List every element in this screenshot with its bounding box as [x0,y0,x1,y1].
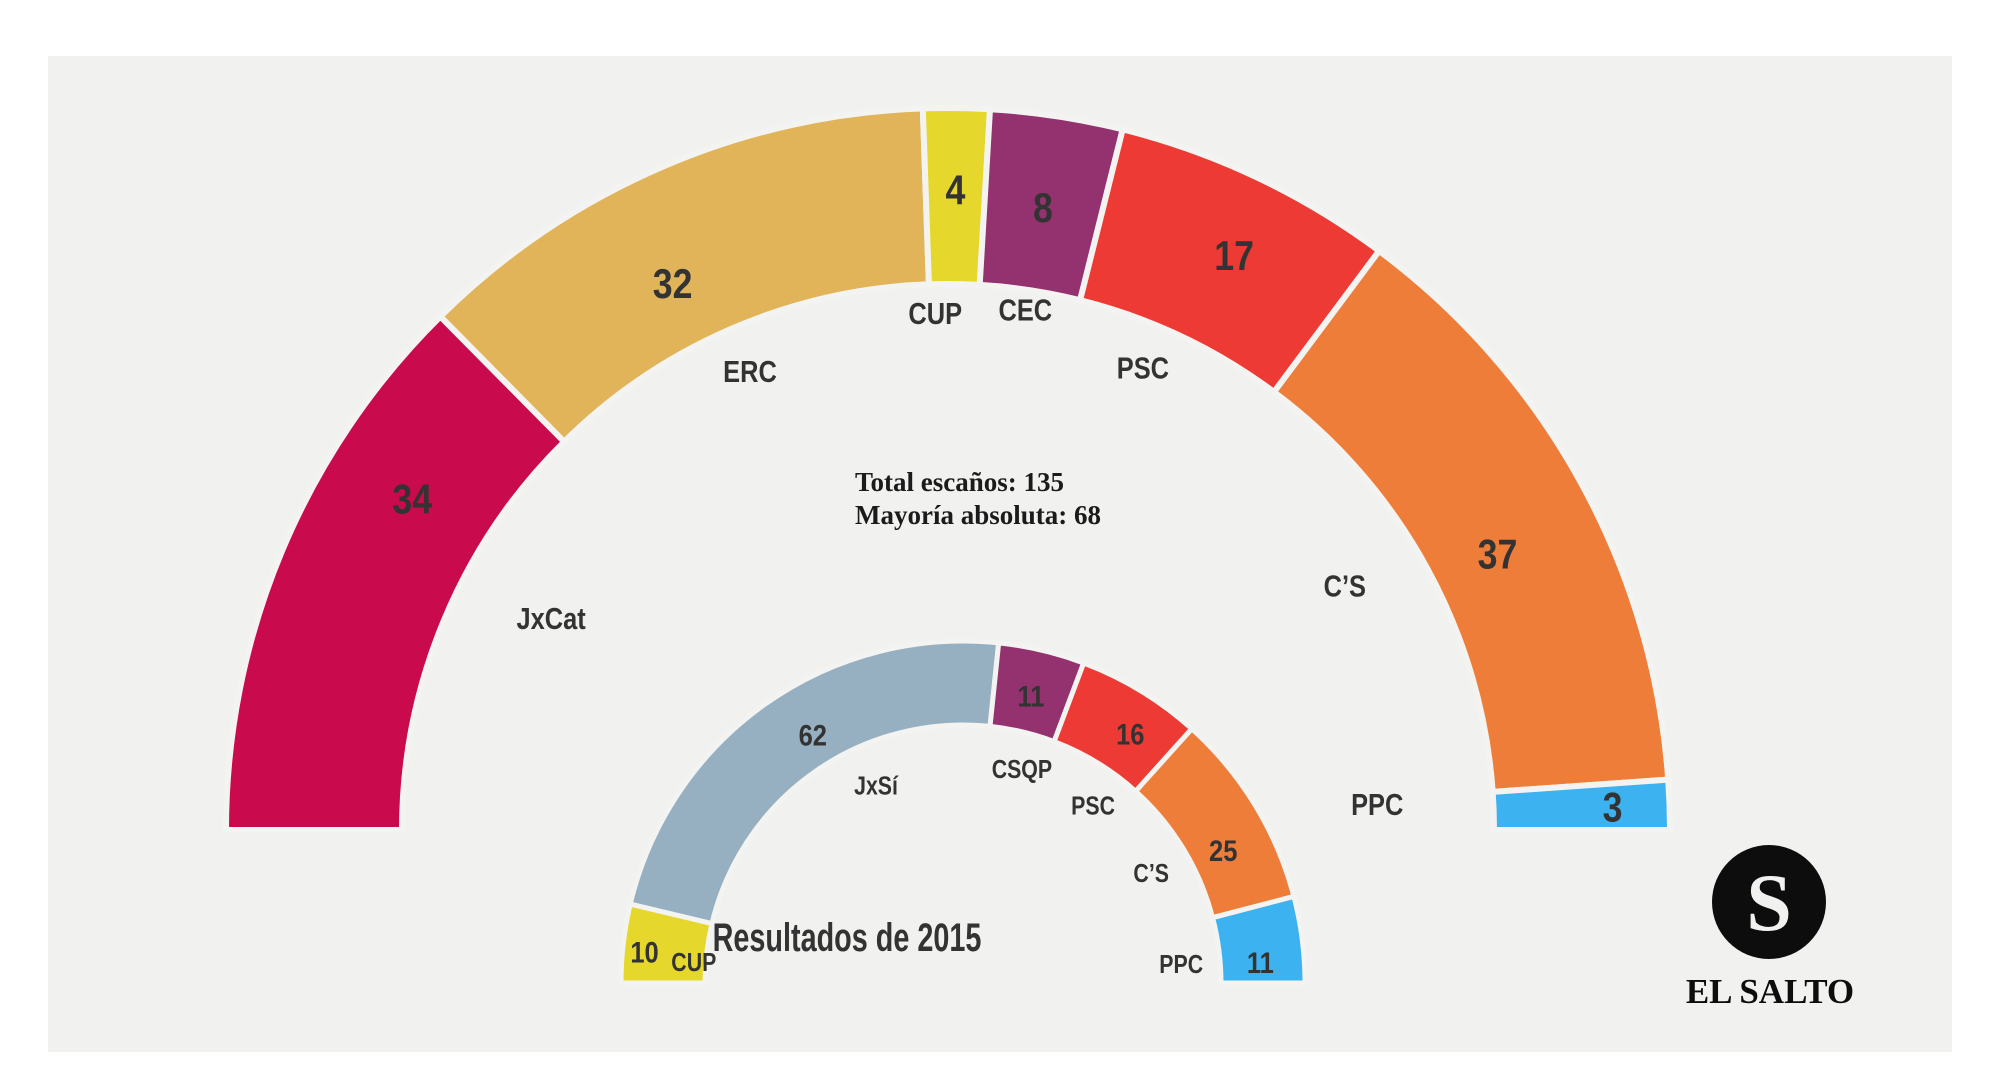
party-label-jxcat: JxCat [517,602,587,637]
segment-ppc [1489,776,1674,833]
segment-ppc [1209,893,1308,986]
party-label-psc: PSC [1071,792,1115,822]
el-salto-logo: S EL SALTO [1686,845,1854,1011]
seat-count-cup: 10 [630,935,658,968]
party-label-ppc: PPC [1159,950,1203,980]
party-label-cup: CUP [671,948,716,978]
seat-count-psc: 17 [1214,233,1254,279]
hemicycle-2017: 34 JxCat 32 ERC 4 CUP 8 CEC 17 PSC 37 C’S 3 PPC [222,105,1674,833]
party-label-c-s: C’S [1133,859,1169,889]
party-label-cup: CUP [908,297,962,332]
seat-count-psc: 16 [1116,718,1144,751]
seat-count-erc: 32 [653,262,693,308]
total-seats-text: Total escaños: 135 [855,467,1064,497]
party-label-psc: PSC [1117,351,1169,386]
party-label-c-s: C’S [1324,569,1366,604]
seat-count-jxcat: 34 [392,477,432,523]
seat-count-ppc: 3 [1603,785,1623,831]
party-label-jxsi: JxSí [854,771,899,801]
seat-count-cec: 8 [1033,185,1053,231]
logo-name: EL SALTO [1686,972,1854,1011]
logo-circle-icon [1712,845,1826,959]
seat-count-cup: 4 [945,168,965,214]
seat-count-csqp: 11 [1018,680,1045,713]
seat-count-c-s: 37 [1478,532,1518,578]
seat-count-ppc: 11 [1247,946,1274,979]
party-label-erc: ERC [723,354,777,389]
seat-count-jxsi: 62 [799,718,827,751]
segment-jxsi [627,638,1002,927]
hemicycle-2015: 10 CUP 62 JxSí 11 CSQP 16 PSC 25 C’S 11 PPC [618,638,1308,986]
party-label-csqp: CSQP [992,755,1053,785]
inner-chart-caption: Resultados de 2015 [713,915,982,960]
seat-count-c-s: 25 [1209,834,1237,867]
logo-initial: S [1746,857,1792,948]
majority-text: Mayoría absoluta: 68 [855,500,1101,530]
party-label-cec: CEC [998,293,1052,328]
party-label-ppc: PPC [1351,788,1403,823]
